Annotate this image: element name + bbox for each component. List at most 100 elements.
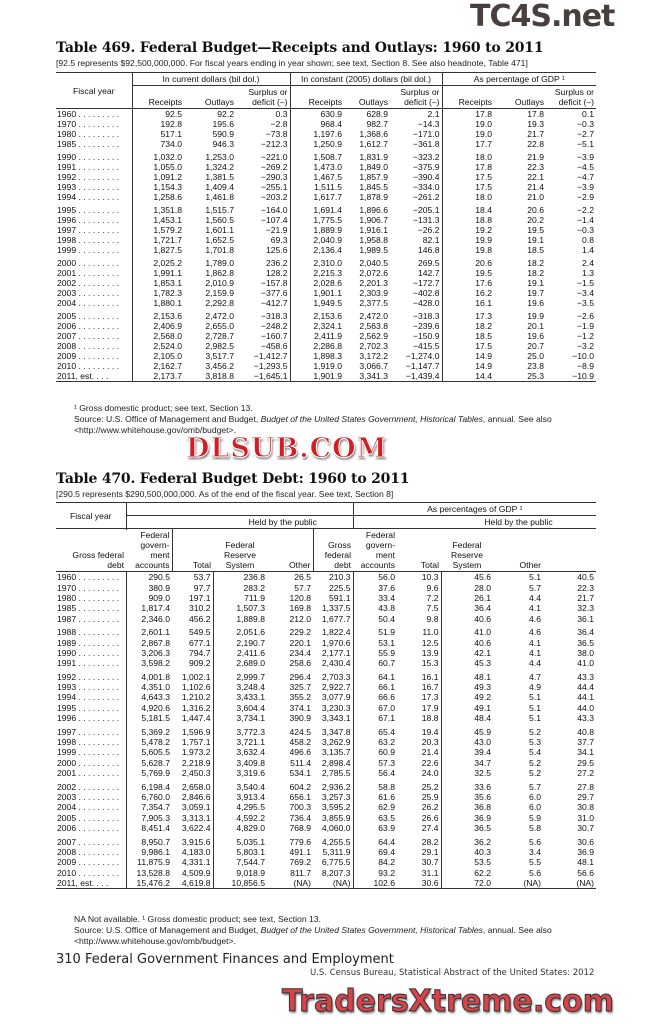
value-cell: 18.5 [527,245,544,255]
value-cell: 36.9 [577,846,594,857]
subgroup-header: Held by the public [441,515,596,529]
table-470-headnote: [290.5 represents $290,500,000,000. As o… [56,489,394,499]
value-cell: 946.3 [212,139,234,149]
source-suffix: , annual. See also <http://www.whitehous… [74,925,552,946]
value-cell: 1,197.6 [313,129,342,139]
value-cell: −2.7 [577,129,594,139]
value-cell: −334.0 [390,182,443,192]
value-cell: 5.7 [529,582,541,593]
value-cell: 700.3 [289,802,311,813]
value-cell: 1,970.6 [313,637,354,648]
value-cell: −2.6 [577,311,594,321]
value-cell: 4.4 [529,658,541,669]
value-cell: 3,734.1 [236,713,265,724]
value-cell: 2,450.3 [172,768,214,779]
fiscal-year-cell: 2000 . . . . . . . . . [56,255,133,268]
table-row: 2006 . . . . . . . . . 8,451.4 3,622.4 4,82… [56,822,596,834]
value-cell: 44.4 [577,682,594,693]
value-cell: 30.8 [577,802,594,813]
value-cell: 195.6 [212,119,234,129]
value-cell: 57.3 [378,757,395,768]
value-cell: 22.1 [527,172,544,182]
value-cell: 192.8 [160,119,182,129]
value-cell: 4.9 [529,682,541,693]
value-cell: 1,617.7 [313,192,342,202]
value-cell: 711.9 [244,592,265,603]
value-cell: 15,476.2 [126,877,172,890]
value-cell: 5,478.2 [141,737,170,748]
value-cell: −157.8 [236,278,291,288]
value-cell: 169.8 [289,603,311,614]
value-cell: 296.4 [289,671,311,682]
fiscal-year-cell: 2006 . . . . . . . . . [56,822,127,834]
table-row: 1994 . . . . . . . . . 4,643.3 1,210.2 3,43… [56,692,596,703]
fiscal-year-cell: 1996 . . . . . . . . . [56,215,133,225]
value-cell: 3,721.1 [236,737,265,748]
value-cell: 5,769.9 [141,768,170,779]
value-cell: 31.0 [577,812,594,823]
value-cell: 1,701.8 [205,245,234,255]
value-cell: −255.1 [236,182,291,192]
value-cell: 25.0 [527,351,544,361]
table-row: 2011, est. . . . 2,173.7 3,818.8 −1,645.1 1,… [56,371,596,382]
value-cell: 1,958.8 [359,235,388,245]
fiscal-year-cell: 2000 . . . . . . . . . [56,757,127,769]
value-cell: 1,949.5 [313,298,342,308]
value-cell: 1,596.9 [172,723,214,737]
fiscal-year-cell: 2007 . . . . . . . . . [56,331,133,341]
value-cell: 9.8 [397,613,442,624]
value-cell: −402.8 [390,288,443,298]
value-cell: 5,181.5 [141,713,170,724]
value-cell: −323.2 [390,149,443,162]
value-cell: 14.9 [475,351,492,361]
value-cell: 43.3 [577,713,594,724]
fiscal-year-cell: 1988 . . . . . . . . . [56,623,127,638]
value-cell: −290.3 [236,172,291,182]
value-cell: 49.3 [474,682,491,693]
value-cell: 20.7 [527,341,544,351]
value-cell: 1,154.3 [153,182,182,192]
fiscal-year-cell: 2008 . . . . . . . . . [56,341,133,351]
value-cell: 3,595.2 [313,802,354,813]
value-cell: 1,898.3 [313,351,342,361]
group-header: In constant (2005) dollars (bil dol.) [290,72,443,86]
fiscal-year-cell: 2001 . . . . . . . . . [56,768,127,779]
table-470-title: Table 470. Federal Budget Debt: 1960 to … [56,471,410,487]
value-cell: 1,973.2 [172,747,214,758]
value-cell: 3,604.4 [236,702,265,713]
value-cell: 3,517.7 [205,351,234,361]
value-cell: 325.7 [289,682,311,693]
value-cell: 36.9 [474,812,491,823]
value-cell: 2,303.9 [359,288,388,298]
stub-header: Fiscal year [56,72,133,109]
value-cell: 4.6 [529,627,541,638]
group-header: In current dollars (bil dol.) [132,72,291,86]
table-row: 1980 . . . . . . . . . 909.0 197.1 711.9 120… [56,592,596,604]
value-cell: −2.2 [577,205,594,215]
value-cell: 3,913.4 [236,792,265,802]
table-469: Fiscal year In current dollars (bil dol.… [56,72,596,382]
value-cell: 549.5 [172,623,214,638]
value-cell: −0.3 [577,119,594,129]
value-cell: 3,540.4 [236,781,265,792]
value-cell: 7.5 [397,603,442,614]
value-cell: 49.2 [474,692,491,703]
value-cell: 534.1 [289,768,311,779]
column-header: Federal Reserve System [224,540,256,570]
value-cell: 6,775.5 [313,857,354,868]
value-cell: −203.2 [236,192,291,202]
value-cell: 2,153.6 [153,311,182,321]
table-row: 2004 . . . . . . . . . 1,880.1 2,292.8 −412… [56,298,596,308]
value-cell: 40.8 [577,726,594,737]
value-cell: 43.8 [378,603,395,614]
value-cell: 1,827.5 [153,245,182,255]
value-cell: 2,898.4 [313,757,354,769]
value-cell: 26.6 [397,812,442,823]
value-cell: −150.9 [390,331,443,341]
value-cell: 1,906.7 [359,215,388,225]
value-cell: 1,102.6 [172,681,214,693]
value-cell: 1,862.8 [205,268,234,278]
value-cell: 2,922.7 [313,681,354,693]
value-cell: 9,986.1 [141,846,170,857]
fiscal-year-cell: 2001 . . . . . . . . . [56,268,133,278]
